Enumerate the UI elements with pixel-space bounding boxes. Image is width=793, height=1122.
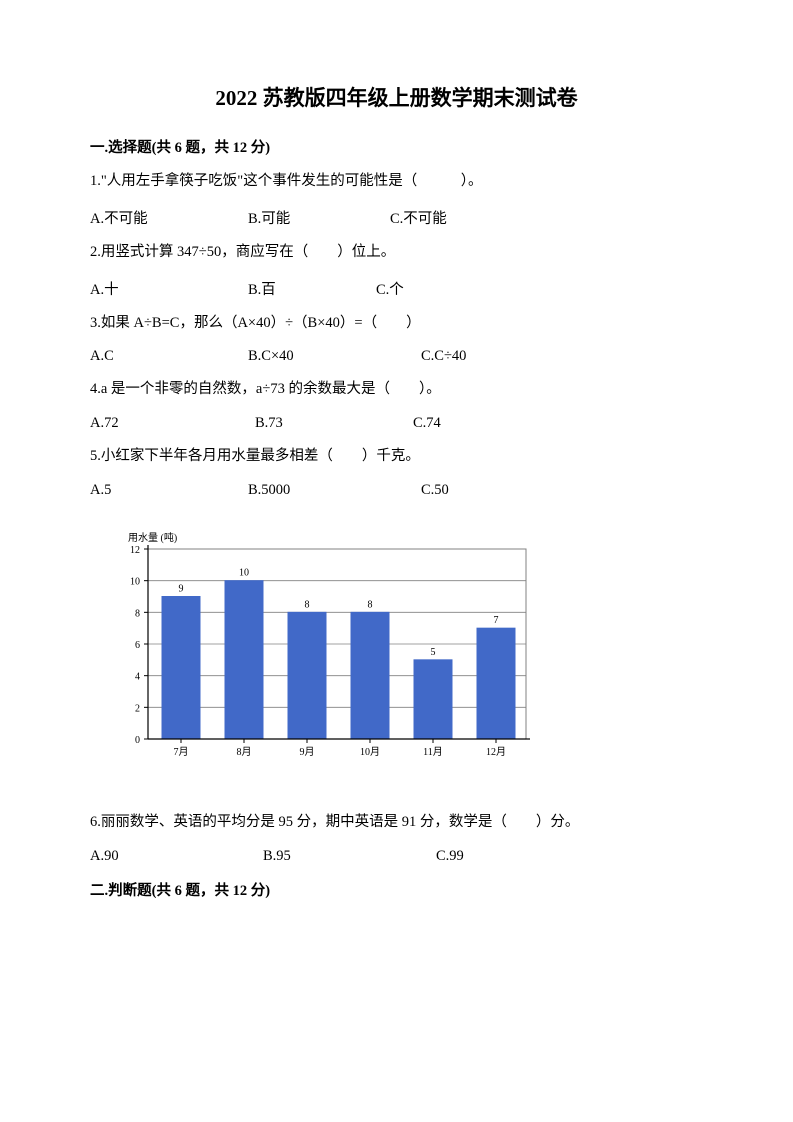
svg-text:7月: 7月	[174, 746, 189, 758]
svg-text:10: 10	[130, 576, 140, 587]
q4-optB: B.73	[255, 415, 413, 432]
q3-text: 3.如果 A÷B=C，那么（A×40）÷（B×40）=（ ）	[90, 313, 703, 335]
q2-optA: A.十	[90, 278, 248, 299]
svg-text:4: 4	[135, 671, 140, 682]
q3-optB: B.C×40	[248, 348, 421, 365]
svg-text:10月: 10月	[360, 746, 380, 758]
svg-text:用水量 (吨): 用水量 (吨)	[128, 531, 177, 544]
q1-optC: C.不可能	[390, 207, 447, 228]
q4-optC: C.74	[413, 415, 441, 432]
q4-options: A.72 B.73 C.74	[90, 415, 703, 432]
q5-options: A.5 B.5000 C.50	[90, 482, 703, 499]
svg-text:8月: 8月	[237, 746, 252, 758]
q1-options: A.不可能 B.可能 C.不可能	[90, 207, 703, 228]
q6-optB: B.95	[263, 848, 436, 865]
q5-optA: A.5	[90, 482, 248, 499]
svg-text:12: 12	[130, 545, 140, 556]
q2-optC: C.个	[376, 278, 404, 299]
q4-text: 4.a 是一个非零的自然数，a÷73 的余数最大是（ ）。	[90, 379, 703, 401]
svg-text:0: 0	[135, 735, 140, 746]
svg-text:11月: 11月	[423, 746, 443, 758]
q1-optA: A.不可能	[90, 207, 248, 228]
q6-options: A.90 B.95 C.99	[90, 848, 703, 865]
q6-text: 6.丽丽数学、英语的平均分是 95 分，期中英语是 91 分，数学是（ ）分。	[90, 812, 703, 834]
q3-options: A.C B.C×40 C.C÷40	[90, 348, 703, 365]
svg-text:5: 5	[431, 647, 436, 658]
q5-optC: C.50	[421, 482, 449, 499]
svg-text:8: 8	[305, 599, 310, 610]
water-usage-chart: 用水量 (吨) 0 2 4 6 8 10 12 9 7月 10 8月 8 9月 8 10月 5 11月 7 12月	[90, 527, 703, 782]
q2-text: 2.用竖式计算 347÷50，商应写在（ ）位上。	[90, 242, 703, 264]
q3-optC: C.C÷40	[421, 348, 466, 365]
page-title: 2022 苏教版四年级上册数学期末测试卷	[90, 82, 703, 112]
q2-options: A.十 B.百 C.个	[90, 278, 703, 299]
svg-text:10: 10	[239, 567, 249, 578]
svg-text:9月: 9月	[300, 746, 315, 758]
q5-optB: B.5000	[248, 482, 421, 499]
q4-optA: A.72	[90, 415, 255, 432]
section1-header: 一.选择题(共 6 题，共 12 分)	[90, 136, 703, 157]
q5-text: 5.小红家下半年各月用水量最多相差（ ）千克。	[90, 446, 703, 468]
q6-optA: A.90	[90, 848, 263, 865]
q3-optA: A.C	[90, 348, 248, 365]
q6-optC: C.99	[436, 848, 464, 865]
q1-text: 1."人用左手拿筷子吃饭"这个事件发生的可能性是（ ）。	[90, 171, 703, 193]
q2-optB: B.百	[248, 278, 376, 299]
svg-text:8: 8	[135, 608, 140, 619]
svg-text:7: 7	[494, 615, 499, 626]
svg-text:2: 2	[135, 703, 140, 714]
q1-optB: B.可能	[248, 207, 390, 228]
svg-text:9: 9	[179, 583, 184, 594]
svg-text:8: 8	[368, 599, 373, 610]
chart-svg: 用水量 (吨) 0 2 4 6 8 10 12 9 7月 10 8月 8 9月 8 10月 5 11月 7 12月	[90, 527, 550, 782]
section2-header: 二.判断题(共 6 题，共 12 分)	[90, 879, 703, 900]
svg-text:12月: 12月	[486, 746, 506, 758]
svg-text:6: 6	[135, 640, 140, 651]
